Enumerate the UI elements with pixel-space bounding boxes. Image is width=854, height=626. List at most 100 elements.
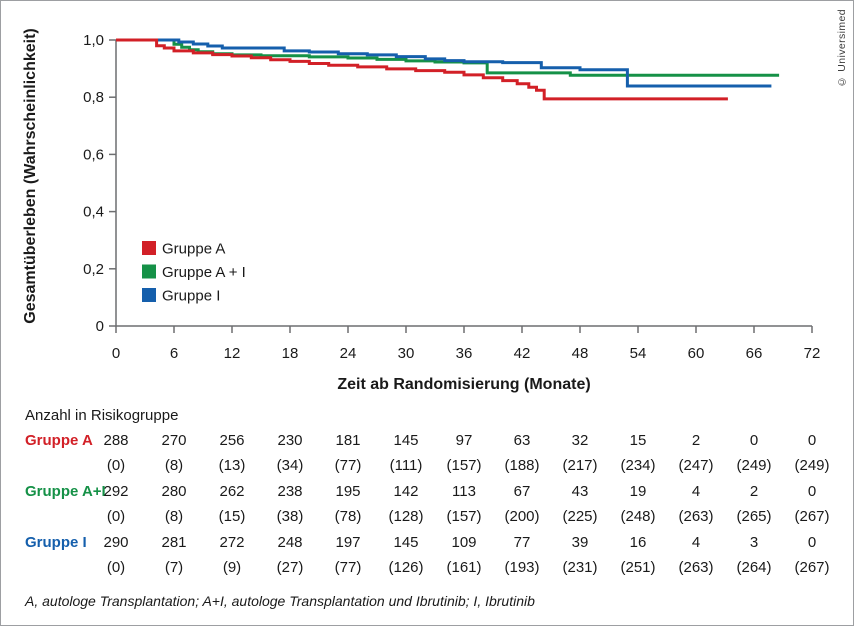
risk-count-cell: 270 — [161, 432, 187, 449]
risk-count-cell: 77 — [513, 534, 531, 551]
y-tick-label: 0 — [96, 318, 104, 335]
risk-count-cell: 0 — [807, 432, 817, 449]
risk-count-cell: 32 — [571, 432, 589, 449]
risk-table-title: Anzahl in Risikogruppe — [25, 407, 179, 424]
chart-series — [116, 38, 780, 101]
x-tick-label: 0 — [112, 345, 120, 362]
risk-events-cell: (77) — [334, 559, 362, 576]
risk-events-cell: (13) — [218, 457, 246, 474]
risk-events-cell: (8) — [164, 508, 184, 525]
legend-label: Gruppe I — [162, 288, 220, 305]
risk-count-cell: 292 — [103, 483, 129, 500]
axis-line — [115, 40, 812, 327]
risk-count-cell: 2 — [749, 483, 759, 500]
risk-events-cell: (34) — [276, 457, 304, 474]
x-tick-label: 48 — [572, 345, 589, 362]
chart-axes: 0 0,2 0,4 0,6 0,8 1,0 0 6 12 18 24 30 36 42 48 54 60 66 72 — [83, 32, 820, 362]
risk-events-cell: (0) — [106, 457, 126, 474]
risk-count-cell: 145 — [393, 534, 419, 551]
x-tick-label: 6 — [170, 345, 178, 362]
footnote: A, autologe Transplantation; A+I, autolo… — [25, 593, 535, 609]
risk-events-cell: (157) — [446, 457, 482, 474]
risk-count-cell: 113 — [452, 483, 476, 500]
risk-count-cell: 43 — [571, 483, 589, 500]
risk-count-cell: 197 — [335, 534, 361, 551]
risk-events-cell: (128) — [388, 508, 424, 525]
watermark: © Universimed — [836, 9, 848, 88]
risk-events-cell: (188) — [504, 457, 540, 474]
risk-events-cell: (265) — [736, 508, 772, 525]
risk-events-cell: (9) — [222, 559, 242, 576]
risk-events-cell: (77) — [334, 457, 362, 474]
risk-events-cell: (267) — [794, 508, 830, 525]
risk-count-cell: 248 — [277, 534, 303, 551]
risk-count-cell: 195 — [335, 483, 361, 500]
risk-events-cell: (263) — [678, 559, 714, 576]
risk-events-cell: (249) — [794, 457, 830, 474]
risk-events-cell: (8) — [164, 457, 184, 474]
risk-row-label: Gruppe A — [25, 432, 93, 449]
risk-count-cell: 39 — [571, 534, 589, 551]
survival-curve-gruppe-a — [116, 38, 728, 101]
x-axis-title: Zeit ab Randomisierung (Monate) — [337, 376, 590, 393]
y-tick-label: 0,6 — [83, 146, 104, 163]
x-tick-label: 36 — [456, 345, 473, 362]
risk-events-cell: (0) — [106, 508, 126, 525]
risk-events-cell: (126) — [388, 559, 424, 576]
risk-count-cell: 97 — [455, 432, 473, 449]
risk-count-cell: 256 — [219, 432, 245, 449]
y-tick-label: 0,4 — [83, 204, 104, 221]
x-tick-label: 18 — [282, 345, 299, 362]
legend-swatch — [142, 264, 156, 279]
risk-events-cell: (234) — [620, 457, 656, 474]
y-tick-label: 0,8 — [83, 89, 104, 106]
risk-count-cell: 262 — [219, 483, 245, 500]
survival-curve-gruppe-i — [116, 38, 772, 88]
x-tick-label: 24 — [340, 345, 357, 362]
risk-events-cell: (267) — [794, 559, 830, 576]
risk-events-cell: (225) — [562, 508, 598, 525]
risk-count-cell: 281 — [161, 534, 187, 551]
chart-legend: Gruppe A Gruppe A + I Gruppe I — [142, 241, 246, 305]
risk-count-cell: 19 — [629, 483, 647, 500]
risk-events-cell: (111) — [389, 457, 423, 474]
risk-count-cell: 230 — [277, 432, 303, 449]
risk-count-cell: 16 — [629, 534, 647, 551]
risk-events-cell: (161) — [446, 559, 482, 576]
x-tick-label: 60 — [688, 345, 705, 362]
risk-events-cell: (249) — [736, 457, 772, 474]
x-tick-label: 72 — [804, 345, 821, 362]
risk-count-cell: 290 — [103, 534, 129, 551]
legend-label: Gruppe A + I — [162, 264, 246, 281]
km-survival-chart: 0 0,2 0,4 0,6 0,8 1,0 0 6 12 18 24 30 36 42 48 54 60 66 72… — [22, 28, 820, 393]
risk-events-cell: (78) — [334, 508, 362, 525]
risk-row-label: Gruppe I — [25, 534, 87, 551]
risk-count-cell: 280 — [161, 483, 187, 500]
risk-events-cell: (157) — [446, 508, 482, 525]
risk-events-cell: (247) — [678, 457, 714, 474]
risk-count-cell: 3 — [749, 534, 759, 551]
y-tick-label: 1,0 — [83, 32, 104, 49]
risk-events-cell: (193) — [504, 559, 540, 576]
legend-label: Gruppe A — [162, 241, 225, 258]
risk-count-cell: 15 — [629, 432, 647, 449]
risk-events-cell: (7) — [164, 559, 184, 576]
risk-events-cell: (27) — [276, 559, 304, 576]
legend-swatch — [142, 241, 156, 255]
y-axis-title: Gesamtüberleben (Wahrscheinlichkeit) — [22, 28, 39, 323]
risk-count-cell: 272 — [219, 534, 245, 551]
risk-count-cell: 63 — [513, 432, 531, 449]
risk-events-cell: (263) — [678, 508, 714, 525]
risk-count-cell: 181 — [335, 432, 361, 449]
risk-events-cell: (200) — [504, 508, 540, 525]
y-tick-label: 0,2 — [83, 261, 104, 278]
risk-count-cell: 142 — [393, 483, 419, 500]
risk-count-cell: 288 — [103, 432, 129, 449]
risk-count-cell: 2 — [691, 432, 701, 449]
x-tick-label: 54 — [630, 345, 647, 362]
risk-count-cell: 109 — [451, 534, 477, 551]
risk-events-cell: (38) — [276, 508, 304, 525]
risk-events-cell: (15) — [218, 508, 246, 525]
risk-count-cell: 145 — [393, 432, 419, 449]
